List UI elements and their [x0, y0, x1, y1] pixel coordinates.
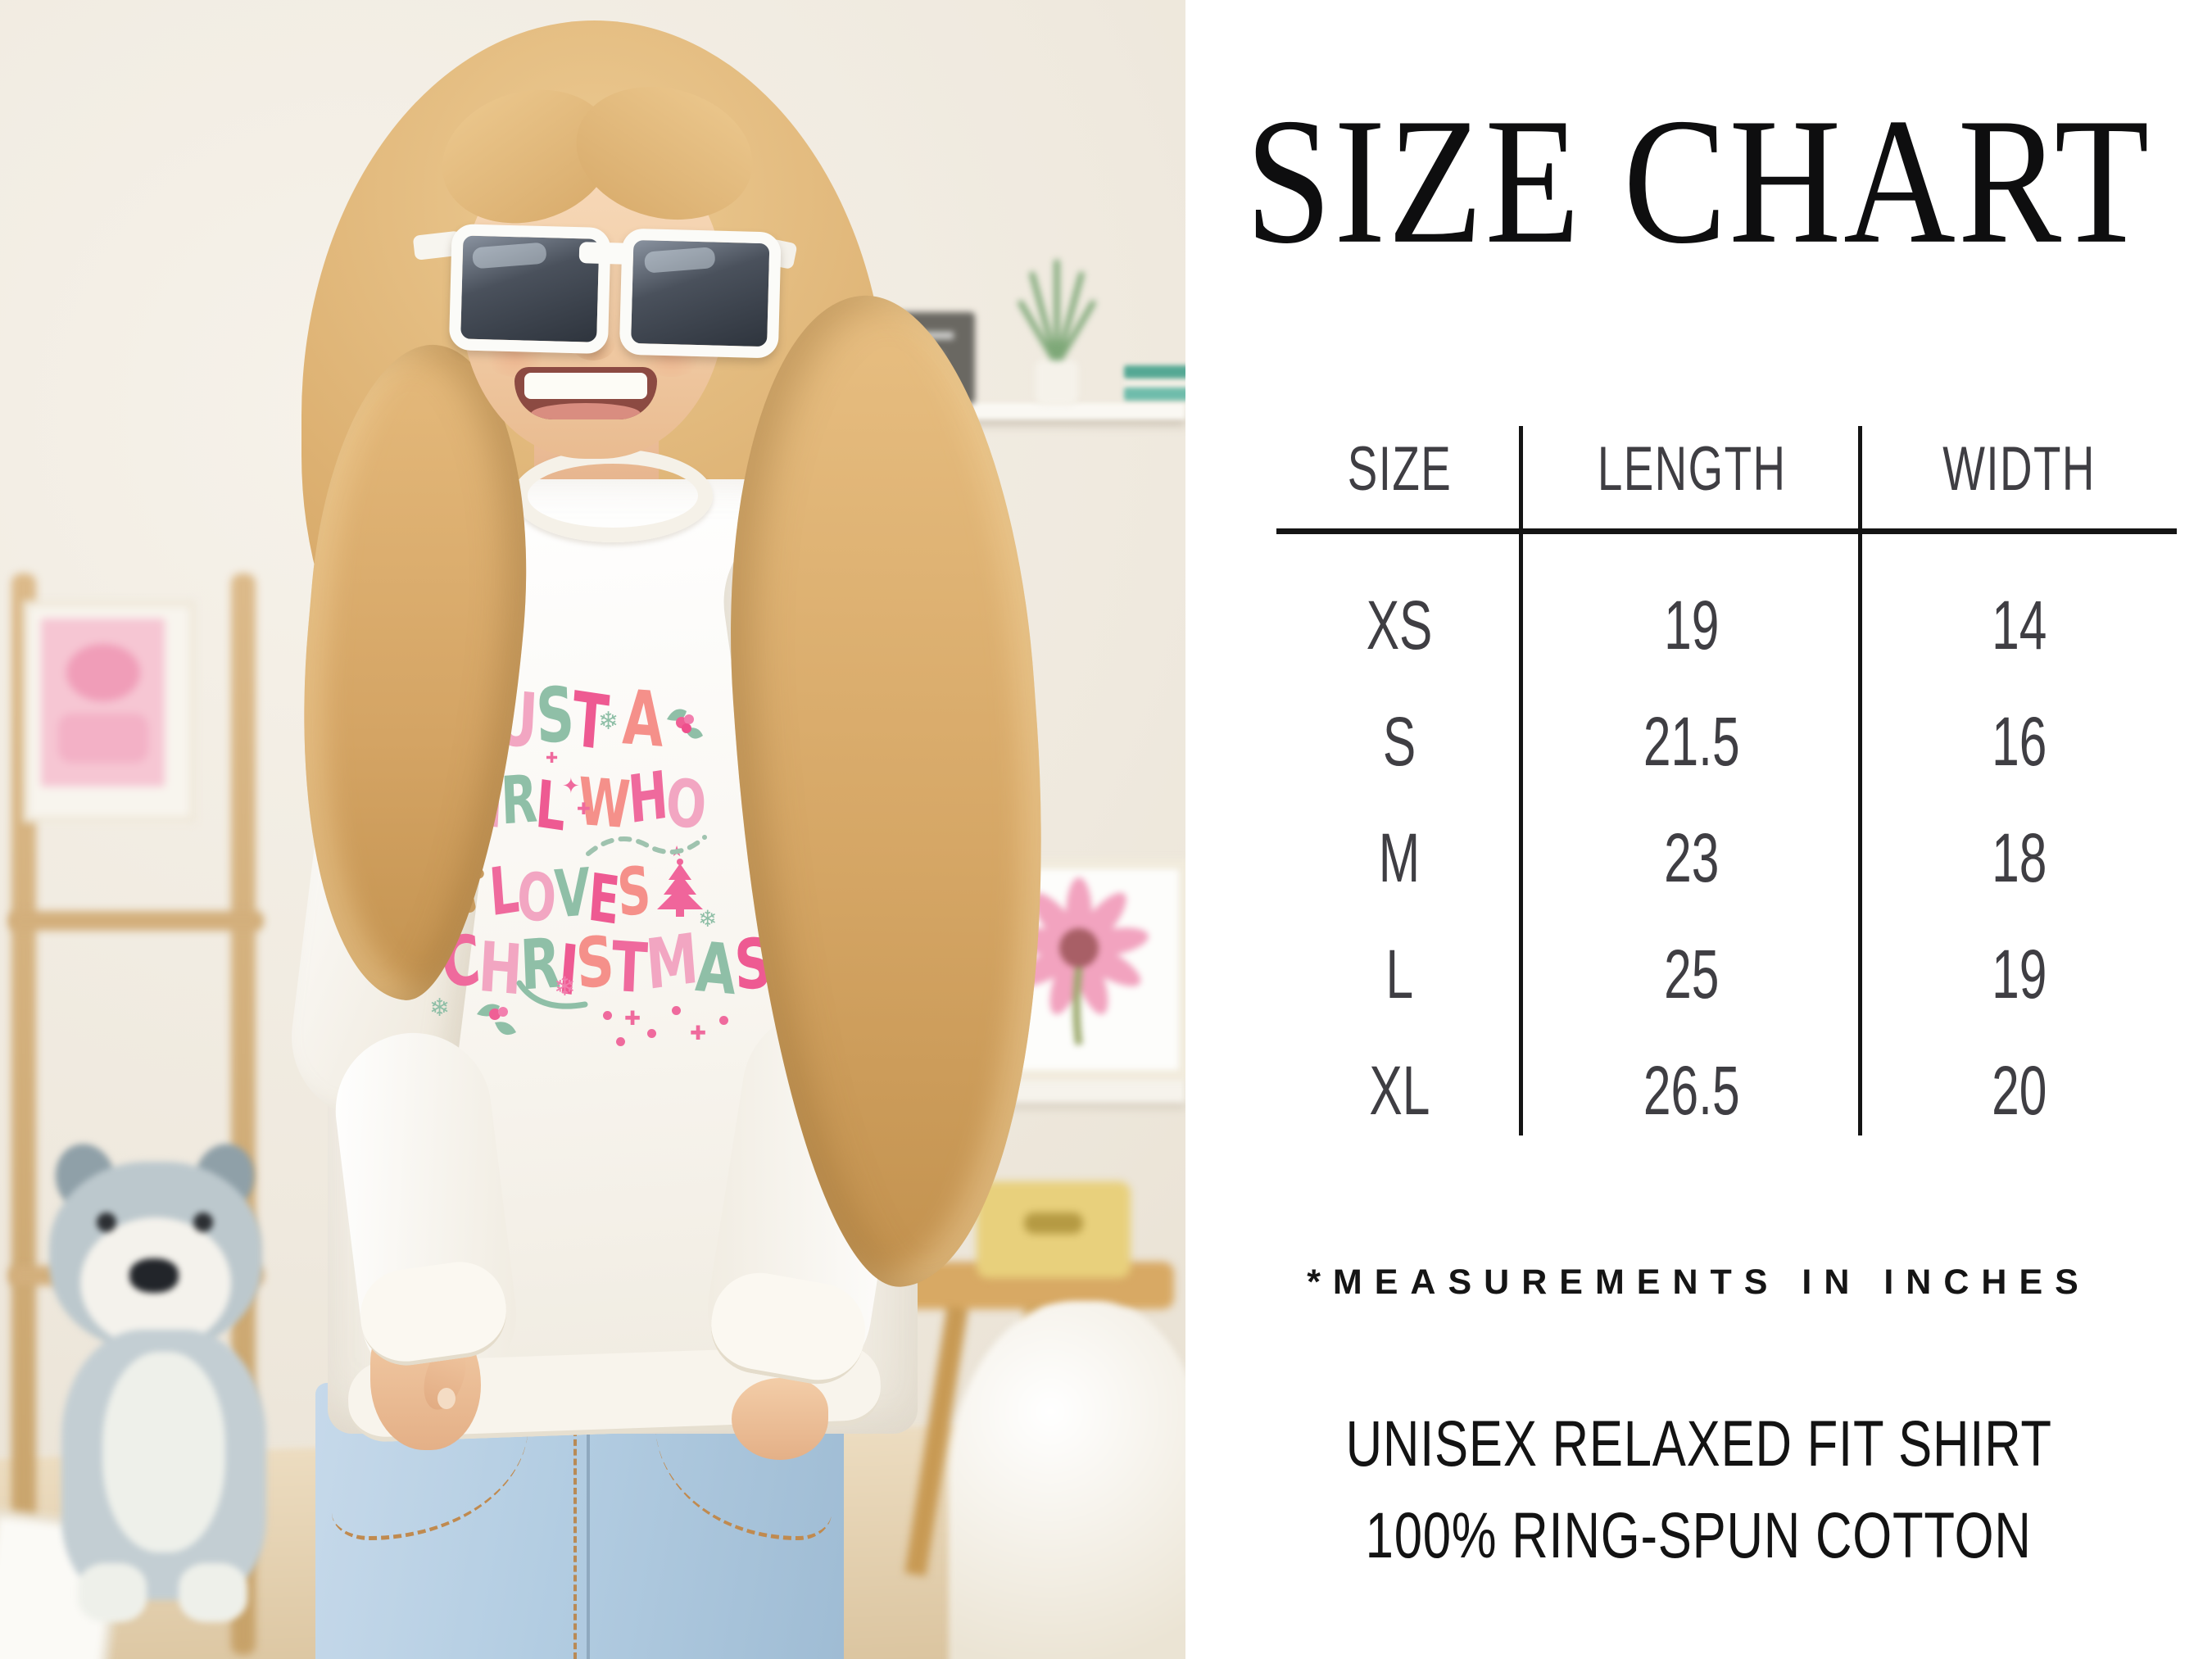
lower-lip	[531, 403, 641, 419]
sparkle-icon: ✚	[624, 1008, 641, 1030]
yellow-basket	[977, 1181, 1131, 1278]
thumb-nail	[437, 1388, 456, 1409]
sparkle-icon: ✚	[690, 1022, 707, 1045]
dog-eye	[193, 1213, 213, 1232]
measurements-note: *MEASUREMENTS IN INCHES	[1307, 1262, 2091, 1302]
width-cell: 18	[1991, 819, 2047, 896]
width-cell: 16	[1991, 703, 2047, 780]
size-cell: XL	[1369, 1052, 1430, 1129]
length-cell: 23	[1664, 819, 1720, 896]
potted-plant	[1009, 238, 1104, 406]
confetti-dot	[603, 1011, 612, 1020]
table-row: XL 26.5 20	[1276, 1041, 2177, 1140]
length-cell: 25	[1664, 936, 1720, 1013]
length-cell: 21.5	[1643, 703, 1740, 780]
width-cell: 19	[1991, 936, 2047, 1013]
book	[1124, 380, 1185, 387]
snowflake-icon: ❄	[698, 906, 718, 931]
sunglasses-bridge	[578, 242, 631, 265]
product-photo: JUST A GIRL WHO LOVES CHRISTMAS	[0, 0, 1185, 1659]
size-cell: S	[1382, 703, 1416, 780]
pink-artwork-shape	[58, 714, 148, 763]
pink-tree-icon	[657, 859, 703, 917]
daisy-flower	[1009, 877, 1149, 1045]
lens-reflection	[471, 242, 547, 270]
book	[1124, 365, 1185, 378]
holly-icon	[477, 1004, 516, 1036]
product-detail-line: 100% RING-SPUN COTTON	[1365, 1498, 2033, 1571]
product-detail-line: UNISEX RELAXED FIT SHIRT	[1345, 1407, 2052, 1480]
size-cell: M	[1378, 819, 1421, 896]
table-row: S 21.5 16	[1276, 692, 2177, 791]
width-cell: 20	[1991, 1052, 2047, 1129]
lens-reflection	[643, 247, 716, 274]
column-header-size: SIZE	[1347, 434, 1452, 504]
column-header-width: WIDTH	[1942, 434, 2096, 504]
hand-right	[732, 1378, 828, 1460]
sparkle-icon: ✚	[546, 750, 559, 766]
width-cell: 14	[1991, 587, 2047, 664]
table-header-row: SIZE LENGTH WIDTH	[1276, 420, 2177, 519]
dog-chest	[102, 1352, 225, 1552]
swirl-icon	[516, 980, 588, 1009]
ladder-bar	[8, 911, 264, 931]
plant-leaves	[1018, 259, 1096, 368]
plant-vase	[1036, 360, 1078, 406]
dog-eye	[97, 1213, 116, 1232]
table-row: L 25 19	[1276, 925, 2177, 1023]
book	[1124, 388, 1185, 401]
size-chart-title-text: SIZE CHART	[1245, 79, 2152, 281]
size-cell: XS	[1366, 587, 1433, 664]
sparkle-icon: ✚	[577, 800, 591, 818]
snowflake-icon: ❄	[598, 708, 619, 735]
plush-dog	[33, 1137, 295, 1659]
beanbag	[949, 1301, 1185, 1659]
basket-handle-slot	[1024, 1213, 1083, 1234]
confetti-dot	[672, 1006, 681, 1015]
size-chart-title: SIZE CHART	[1185, 90, 2212, 270]
design-line: LOVES	[487, 850, 652, 940]
table-divider-vertical-1	[1519, 426, 1523, 1135]
teeth	[524, 373, 647, 399]
smile	[514, 367, 657, 419]
table-divider-horizontal	[1276, 528, 2177, 534]
pink-artwork-shape	[66, 644, 140, 701]
dog-nose	[129, 1258, 179, 1293]
confetti-dot	[647, 1029, 656, 1038]
collar	[513, 449, 713, 542]
pink-art-frame	[23, 601, 196, 823]
table-row: M 23 18	[1276, 809, 2177, 907]
holly-icon	[667, 709, 703, 739]
column-header-length: LENGTH	[1597, 434, 1787, 504]
confetti-dot	[719, 1016, 728, 1025]
table-row: XS 19 14	[1276, 576, 2177, 674]
table-divider-vertical-2	[1858, 426, 1862, 1135]
size-cell: L	[1385, 936, 1413, 1013]
sunglasses-right-lens	[619, 228, 782, 359]
snowflake-icon: ❄	[554, 972, 576, 1001]
snowflake-icon: ❄	[429, 995, 451, 1022]
sunglasses	[412, 217, 798, 359]
jeans-fly-seam	[573, 1430, 590, 1659]
size-chart-panel: SIZE CHART SIZE LENGTH WIDTH XS 19 14 S …	[1185, 0, 2212, 1659]
dog-paw	[78, 1563, 147, 1622]
sparkle-icon: ✦	[562, 773, 580, 798]
dog-paw	[179, 1563, 247, 1622]
book-stack	[1124, 365, 1185, 405]
swirl-icon	[586, 835, 707, 856]
confetti-dot	[616, 1037, 625, 1046]
length-cell: 26.5	[1643, 1052, 1740, 1129]
length-cell: 19	[1664, 587, 1720, 664]
